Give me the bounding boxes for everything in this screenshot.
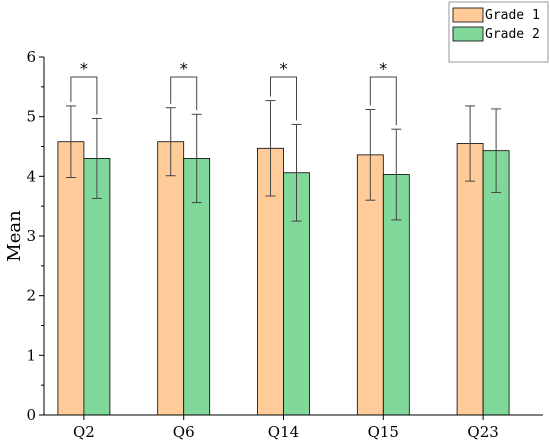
x-tick-label: Q15	[368, 423, 399, 441]
legend-swatch-grade-1	[452, 7, 484, 23]
y-ticks: 0 1 2 3 4 5 6	[26, 48, 44, 424]
y-tick-label: 1	[26, 346, 36, 364]
significance-star: *	[180, 59, 188, 78]
y-axis-label: Mean	[4, 210, 25, 262]
legend-swatch-grade-2	[452, 26, 484, 42]
x-tick-label: Q6	[173, 423, 195, 441]
x-ticks: Q2 Q6 Q14 Q15 Q23	[73, 415, 499, 441]
significance-star: *	[80, 59, 88, 78]
significance-bracket	[270, 76, 297, 121]
significance-bracket	[170, 76, 198, 111]
bar-q6-grade-1	[157, 141, 185, 416]
y-tick-label: 5	[26, 108, 36, 126]
significance-star: *	[280, 59, 288, 78]
significance-star: *	[379, 59, 387, 78]
x-tick-label: Q2	[73, 423, 95, 441]
y-tick-label: 0	[26, 406, 36, 424]
legend-label-grade-2: Grade 2	[485, 27, 540, 42]
significance-bracket	[70, 76, 98, 115]
bar-q14-grade-2	[283, 172, 310, 416]
error-bars-layer	[65, 100, 502, 222]
y-tick-label: 4	[26, 167, 36, 185]
bars-layer	[57, 141, 510, 416]
y-tick-label: 6	[26, 48, 36, 66]
y-tick-label: 3	[26, 227, 36, 245]
bar-q2-grade-2	[83, 158, 111, 416]
significance-layer: * * * *	[70, 59, 397, 126]
y-tick-label: 2	[26, 287, 36, 305]
x-tick-label: Q23	[467, 423, 498, 441]
bar-q23-grade-1	[456, 143, 484, 416]
legend: Grade 1 Grade 2	[448, 1, 549, 63]
legend-label-grade-1: Grade 1	[485, 8, 540, 23]
significance-bracket	[369, 76, 397, 126]
bar-q2-grade-1	[57, 141, 85, 416]
x-tick-label: Q14	[268, 423, 299, 441]
